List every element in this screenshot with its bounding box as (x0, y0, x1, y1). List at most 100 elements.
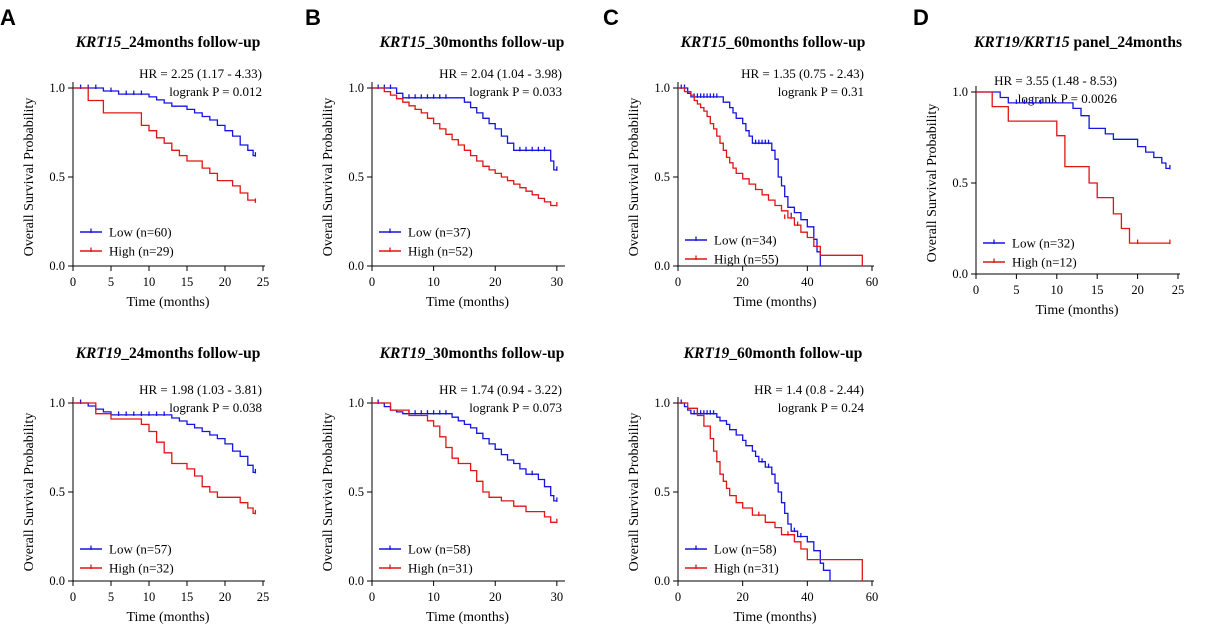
low-legend-label: Low (n=57) (109, 542, 172, 557)
panel-title-suffix: _30months follow-up (424, 345, 564, 362)
panel-title-suffix: _60months follow-up (725, 34, 865, 51)
high-legend-label: High (n=12) (1012, 255, 1077, 270)
logrank-p-text: logrank P = 0.24 (778, 400, 865, 415)
x-tick-label: 30 (551, 590, 564, 604)
hazard-ratio-text: HR = 1.98 (1.03 - 3.81) (139, 382, 262, 397)
y-tick-label: 1.0 (348, 396, 364, 410)
x-axis-label: Time (months) (126, 610, 209, 625)
y-tick-label: 0.0 (49, 574, 65, 588)
x-tick-label: 5 (1013, 283, 1019, 297)
y-tick-label: 0.0 (952, 267, 968, 281)
y-tick-label: 0.5 (348, 170, 364, 184)
x-tick-label: 20 (489, 590, 502, 604)
x-tick-label: 40 (801, 590, 814, 604)
low-legend-label: Low (n=32) (1012, 236, 1075, 251)
hazard-ratio-text: HR = 2.25 (1.17 - 4.33) (139, 66, 262, 81)
x-tick-label: 25 (257, 275, 270, 289)
panel-letter-b: B (305, 5, 321, 30)
x-tick-label: 25 (257, 590, 270, 604)
x-tick-label: 0 (70, 590, 76, 604)
panel-title-gene: KRT19 (683, 345, 730, 362)
x-tick-label: 60 (866, 590, 879, 604)
panel-title-gene: KRT15 (680, 34, 727, 51)
x-axis-label: Time (months) (733, 295, 816, 310)
high-risk-survival-curve (678, 402, 863, 581)
y-tick-label: 1.0 (49, 81, 65, 95)
hazard-ratio-text: HR = 1.74 (0.94 - 3.22) (439, 382, 562, 397)
y-tick-label: 0.0 (348, 259, 364, 273)
high-risk-survival-curve (372, 402, 557, 523)
panel-letter-c: C (603, 5, 619, 30)
y-axis-label: Overall Survival Probability (627, 413, 642, 572)
y-tick-label: 0.0 (654, 259, 670, 273)
low-legend-label: Low (n=58) (714, 542, 777, 557)
high-risk-survival-curve (73, 402, 256, 515)
hazard-ratio-text: HR = 1.35 (0.75 - 2.43) (741, 66, 864, 81)
x-tick-label: 10 (1051, 283, 1064, 297)
hazard-ratio-text: HR = 2.04 (1.04 - 3.98) (439, 66, 562, 81)
y-tick-label: 1.0 (952, 85, 968, 99)
panel-title-suffix: _24months follow-up (120, 34, 260, 51)
high-risk-survival-curve (678, 87, 863, 266)
x-tick-label: 0 (369, 590, 375, 604)
low-legend-label: Low (n=58) (408, 542, 471, 557)
logrank-p-text: logrank P = 0.038 (169, 400, 262, 415)
x-tick-label: 20 (219, 275, 232, 289)
y-tick-label: 1.0 (49, 396, 65, 410)
x-tick-label: 10 (427, 275, 440, 289)
panel-title-gene: KRT15 (379, 34, 426, 51)
x-tick-label: 10 (143, 275, 156, 289)
panel-letters: A B C D (0, 5, 929, 30)
high-risk-survival-curve (976, 91, 1170, 244)
high-legend-label: High (n=32) (109, 561, 174, 576)
x-tick-label: 5 (108, 275, 114, 289)
panel-title: KRT19_30months follow-up (379, 345, 565, 362)
x-axis-label: Time (months) (1035, 303, 1118, 318)
x-tick-label: 20 (736, 275, 749, 289)
x-tick-label: 20 (736, 590, 749, 604)
x-tick-label: 0 (675, 590, 681, 604)
km-panel: KRT19_60month follow-up HR = 1.4 (0.8 - 2… (627, 345, 878, 625)
x-tick-label: 15 (181, 275, 194, 289)
high-risk-survival-curve (372, 87, 557, 207)
x-tick-label: 20 (489, 275, 502, 289)
x-tick-label: 0 (973, 283, 979, 297)
hazard-ratio-text: HR = 3.55 (1.48 - 8.53) (994, 73, 1117, 88)
high-risk-survival-curve (73, 87, 256, 201)
y-tick-label: 0.5 (654, 170, 670, 184)
x-tick-label: 10 (143, 590, 156, 604)
km-panel: KRT15_24months follow-up HR = 2.25 (1.17 … (22, 34, 269, 310)
x-tick-label: 20 (219, 590, 232, 604)
low-risk-survival-curve (678, 402, 831, 581)
km-panel: KRT15_60months follow-up HR = 1.35 (0.75 … (627, 34, 878, 310)
y-axis-label: Overall Survival Probability (22, 98, 37, 257)
y-axis-label: Overall Survival Probability (22, 413, 37, 572)
logrank-p-text: logrank P = 0.012 (169, 84, 262, 99)
panel-letter-a: A (0, 5, 16, 30)
km-panel: KRT19/KRT15 panel_24months HR = 3.55 (1.4… (925, 34, 1184, 318)
x-tick-label: 10 (427, 590, 440, 604)
y-axis-label: Overall Survival Probability (627, 98, 642, 257)
high-legend-label: High (n=29) (109, 244, 174, 259)
panel-title: KRT19_60month follow-up (683, 345, 863, 362)
panel-title-suffix: _30months follow-up (424, 34, 564, 51)
logrank-p-text: logrank P = 0.31 (778, 84, 864, 99)
high-legend-label: High (n=31) (714, 561, 779, 576)
low-risk-survival-curve (976, 91, 1170, 170)
low-legend-label: Low (n=34) (714, 233, 777, 248)
panel-title: KRT15_24months follow-up (75, 34, 261, 51)
x-tick-label: 5 (108, 590, 114, 604)
x-tick-label: 30 (551, 275, 564, 289)
y-tick-label: 1.0 (654, 396, 670, 410)
panel-title: KRT15_60months follow-up (680, 34, 866, 51)
low-risk-survival-curve (73, 87, 256, 157)
low-legend-label: Low (n=37) (408, 225, 471, 240)
y-tick-label: 0.0 (654, 574, 670, 588)
x-tick-label: 40 (801, 275, 814, 289)
y-axis-label: Overall Survival Probability (925, 104, 940, 263)
x-tick-label: 60 (866, 275, 879, 289)
x-tick-label: 15 (1091, 283, 1104, 297)
y-tick-label: 0.5 (49, 485, 65, 499)
y-tick-label: 0.0 (348, 574, 364, 588)
